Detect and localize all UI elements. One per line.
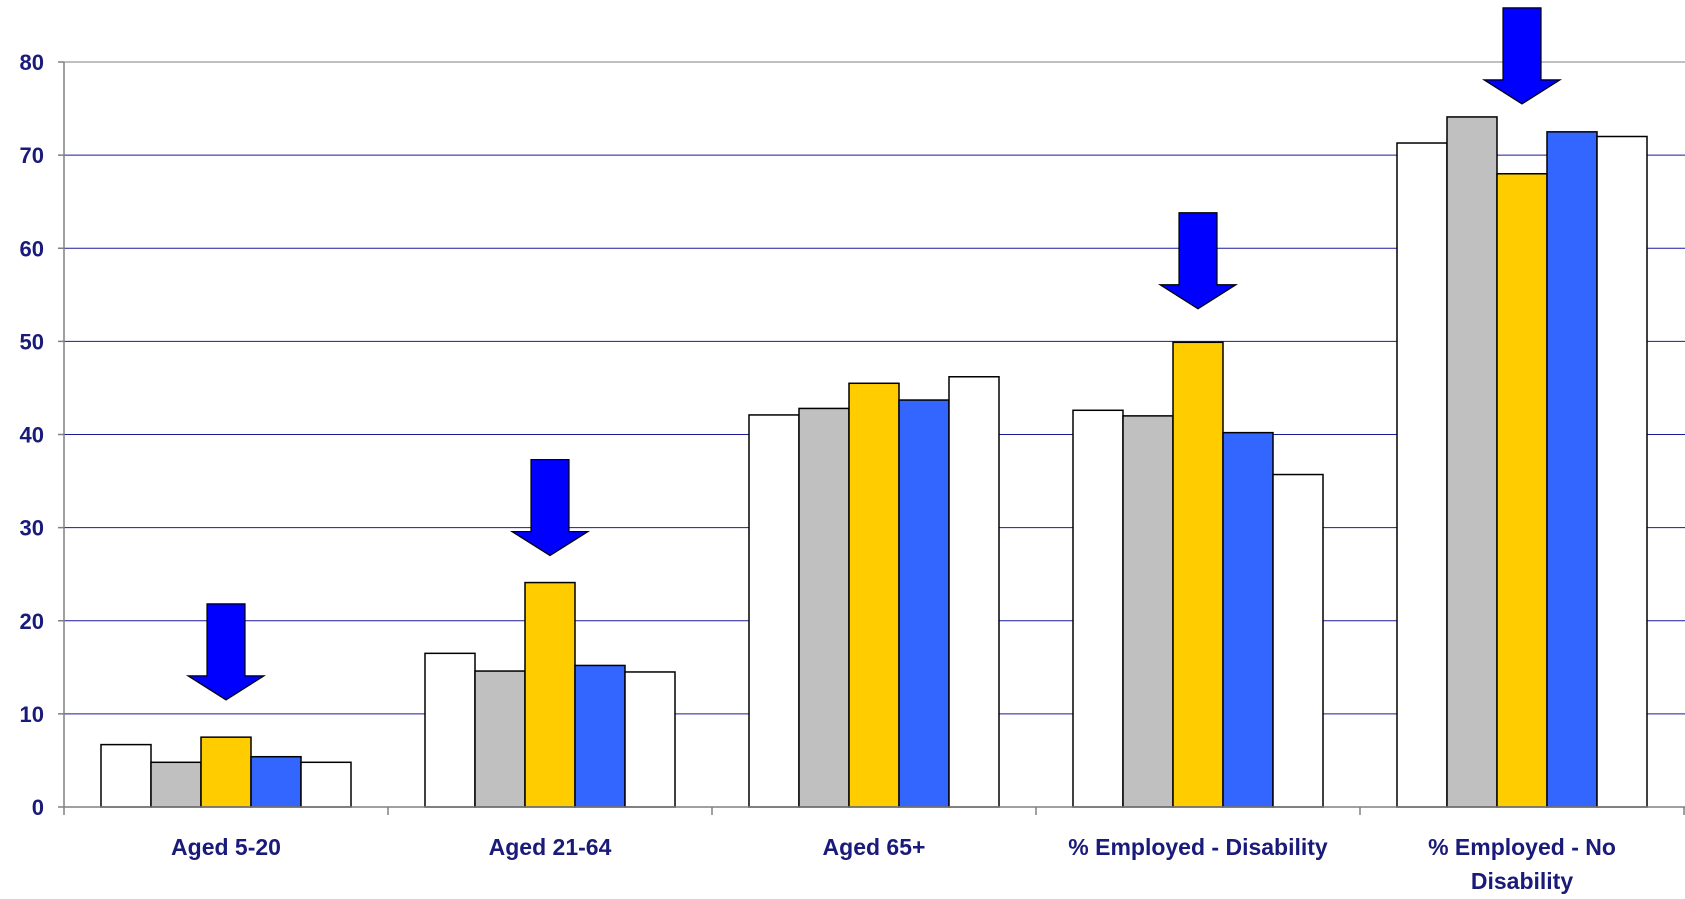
bar <box>624 671 676 808</box>
bar <box>424 652 476 808</box>
bar <box>898 399 950 808</box>
y-tick-label: 80 <box>20 50 44 75</box>
bar <box>798 407 850 808</box>
bar <box>948 376 1000 808</box>
x-axis-category-labels: Aged 5-20 Aged 21-64 Aged 65+ % Employed - … <box>171 834 1616 894</box>
y-tick-label: 70 <box>20 143 44 168</box>
bar <box>1172 341 1224 808</box>
y-tick-label: 60 <box>20 236 44 261</box>
bar <box>574 664 626 808</box>
y-tick-label: 0 <box>32 795 44 820</box>
annotation-arrows <box>185 7 1563 701</box>
x-category-label: Aged 5-20 <box>171 834 281 860</box>
bar <box>1446 116 1498 808</box>
y-axis-tick-labels: 0 10 20 30 40 50 60 70 80 <box>20 50 44 820</box>
bar <box>1122 415 1174 808</box>
bar <box>1072 409 1124 808</box>
bar <box>748 414 800 808</box>
down-arrow-icon <box>185 603 267 701</box>
bar <box>1272 473 1324 808</box>
down-arrow-icon <box>1157 212 1239 310</box>
y-tick-label: 10 <box>20 702 44 727</box>
bar <box>300 761 352 808</box>
axes <box>58 61 1685 815</box>
x-category-label: Disability <box>1471 868 1573 894</box>
bar <box>200 736 252 808</box>
down-arrow-icon <box>509 458 591 557</box>
bar <box>524 581 576 808</box>
bar <box>474 670 526 808</box>
y-tick-label: 40 <box>20 423 44 448</box>
bar <box>250 755 302 808</box>
y-tick-label: 20 <box>20 609 44 634</box>
bar <box>1222 431 1274 808</box>
bar <box>1396 142 1448 808</box>
bar <box>1596 135 1648 808</box>
bars <box>100 116 1648 808</box>
x-category-label: % Employed - Disability <box>1068 834 1328 860</box>
x-category-label: % Employed - No <box>1428 834 1616 860</box>
x-category-label: Aged 65+ <box>823 834 926 860</box>
bar <box>100 743 152 808</box>
x-category-label: Aged 21-64 <box>489 834 612 860</box>
y-tick-label: 50 <box>20 329 44 354</box>
bar <box>1496 173 1548 808</box>
down-arrow-icon <box>1481 7 1563 105</box>
bar <box>848 382 900 808</box>
bar <box>1546 131 1598 808</box>
y-tick-label: 30 <box>20 516 44 541</box>
bar <box>150 761 202 808</box>
